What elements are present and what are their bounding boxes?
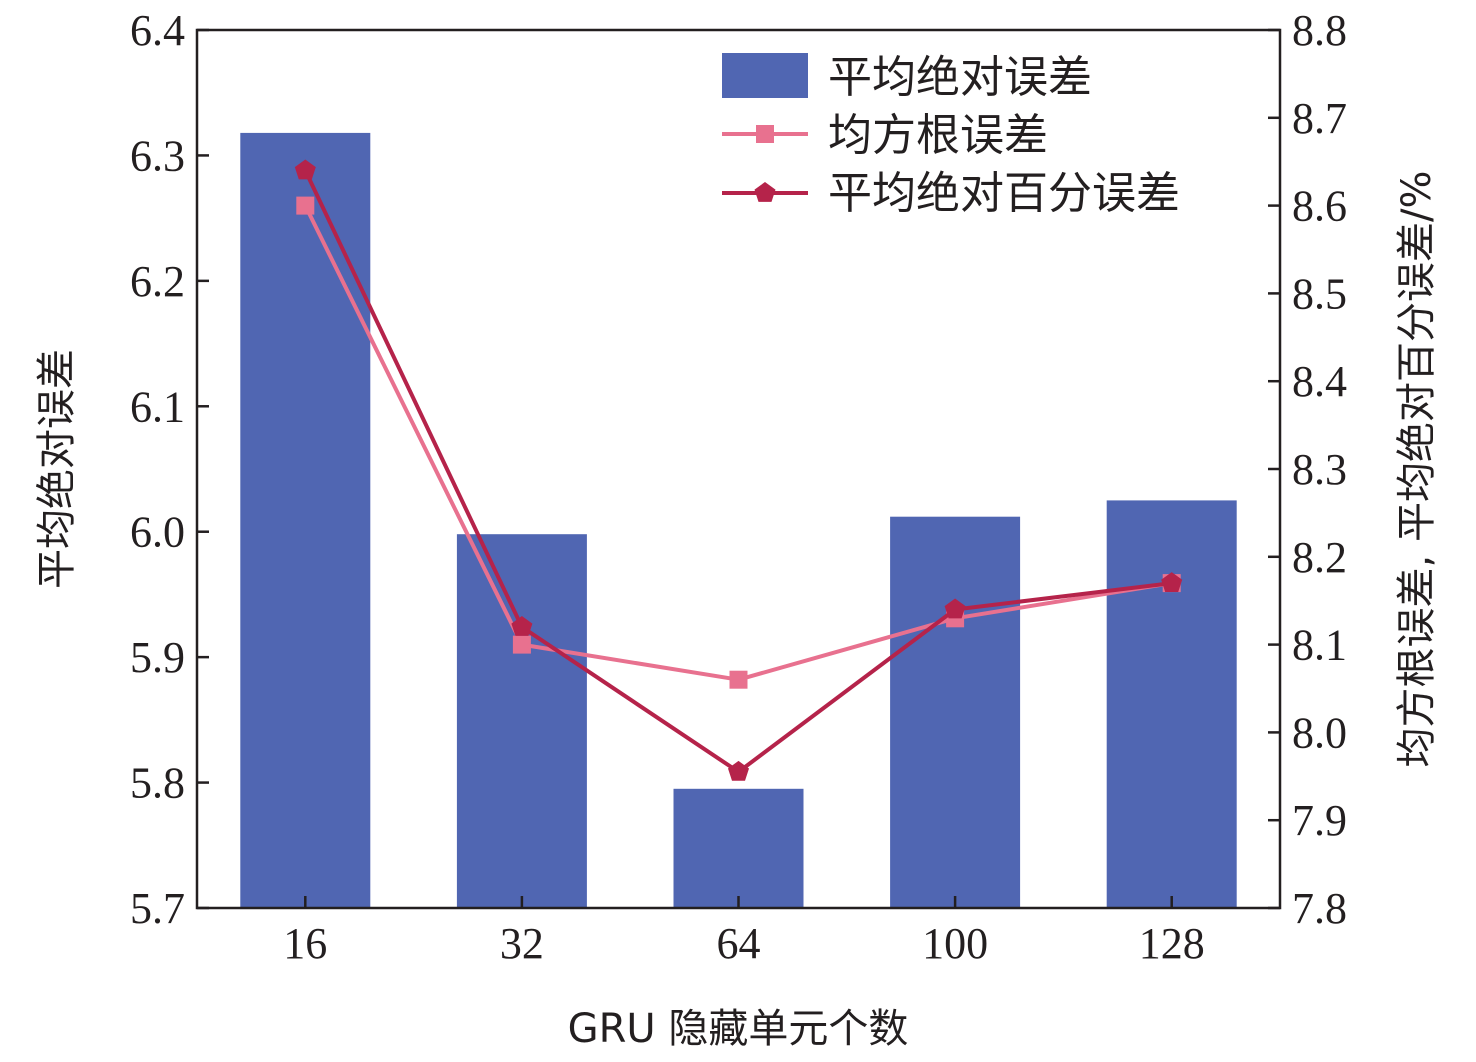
right-tick-label-7.8: 7.8 <box>1292 884 1347 933</box>
x-tick-label-16: 16 <box>283 919 327 968</box>
left-tick-label-5.8: 5.8 <box>130 759 185 808</box>
legend-label-rmse: 均方根误差 <box>828 110 1048 161</box>
point-mape-16 <box>294 159 316 180</box>
right-tick-label-8.4: 8.4 <box>1292 357 1347 406</box>
right-tick-label-8.1: 8.1 <box>1292 621 1347 670</box>
left-axis-title: 平均绝对误差 <box>34 349 80 589</box>
left-tick-label-6.4: 6.4 <box>130 6 185 55</box>
bar-128 <box>1106 500 1237 908</box>
right-axis-title: 均方根误差, 平均绝对百分误差/% <box>1394 171 1440 768</box>
bar-32 <box>456 534 587 908</box>
point-rmse-32 <box>512 635 531 654</box>
x-tick-label-64: 64 <box>717 919 761 968</box>
legend-label-mae: 平均绝对误差 <box>828 52 1092 103</box>
legend-marker-square <box>756 125 774 143</box>
point-mape-100 <box>944 598 966 619</box>
right-tick-label-7.9: 7.9 <box>1292 796 1347 845</box>
right-tick-label-8.0: 8.0 <box>1292 708 1347 757</box>
legend: 平均绝对误差 均方根误差 平均绝对百分误差 <box>722 52 1180 219</box>
right-tick-label-8.2: 8.2 <box>1292 533 1347 582</box>
right-tick-label-8.3: 8.3 <box>1292 445 1347 494</box>
point-mape-32 <box>511 616 533 636</box>
bar-64 <box>673 788 804 908</box>
x-tick-label-100: 100 <box>922 919 988 968</box>
bar-16 <box>240 132 371 908</box>
legend-label-mape: 平均绝对百分误差 <box>828 168 1180 219</box>
bars-layer <box>240 132 1237 908</box>
lines-layer <box>294 159 1183 781</box>
right-tick-label-8.5: 8.5 <box>1292 269 1347 318</box>
left-tick-label-6.3: 6.3 <box>130 131 185 180</box>
left-tick-label-5.7: 5.7 <box>130 884 185 933</box>
bar-100 <box>890 516 1021 908</box>
right-tick-label-8.8: 8.8 <box>1292 6 1347 55</box>
right-tick-label-8.6: 8.6 <box>1292 182 1347 231</box>
legend-marker-pentagon <box>754 182 776 202</box>
point-rmse-16 <box>296 196 315 215</box>
point-mape-128 <box>1161 572 1183 592</box>
left-tick-label-6.0: 6.0 <box>130 508 185 557</box>
left-tick-label-6.2: 6.2 <box>130 257 185 306</box>
ticks-layer: 5.7 5.8 5.9 6.0 6.1 6.2 6.3 6.4 7.8 7.9 8.0 8.1 8.2 8… <box>130 6 1347 968</box>
left-tick-label-6.1: 6.1 <box>130 382 185 431</box>
right-tick-label-8.7: 8.7 <box>1292 94 1347 143</box>
x-tick-label-128: 128 <box>1139 919 1205 968</box>
left-tick-label-5.9: 5.9 <box>130 633 185 682</box>
point-mape-64 <box>728 760 749 781</box>
x-tick-label-32: 32 <box>500 919 544 968</box>
point-rmse-64 <box>729 670 748 689</box>
legend-swatch-bar <box>722 53 808 98</box>
x-axis-title: GRU 隐藏单元个数 <box>568 1006 909 1052</box>
